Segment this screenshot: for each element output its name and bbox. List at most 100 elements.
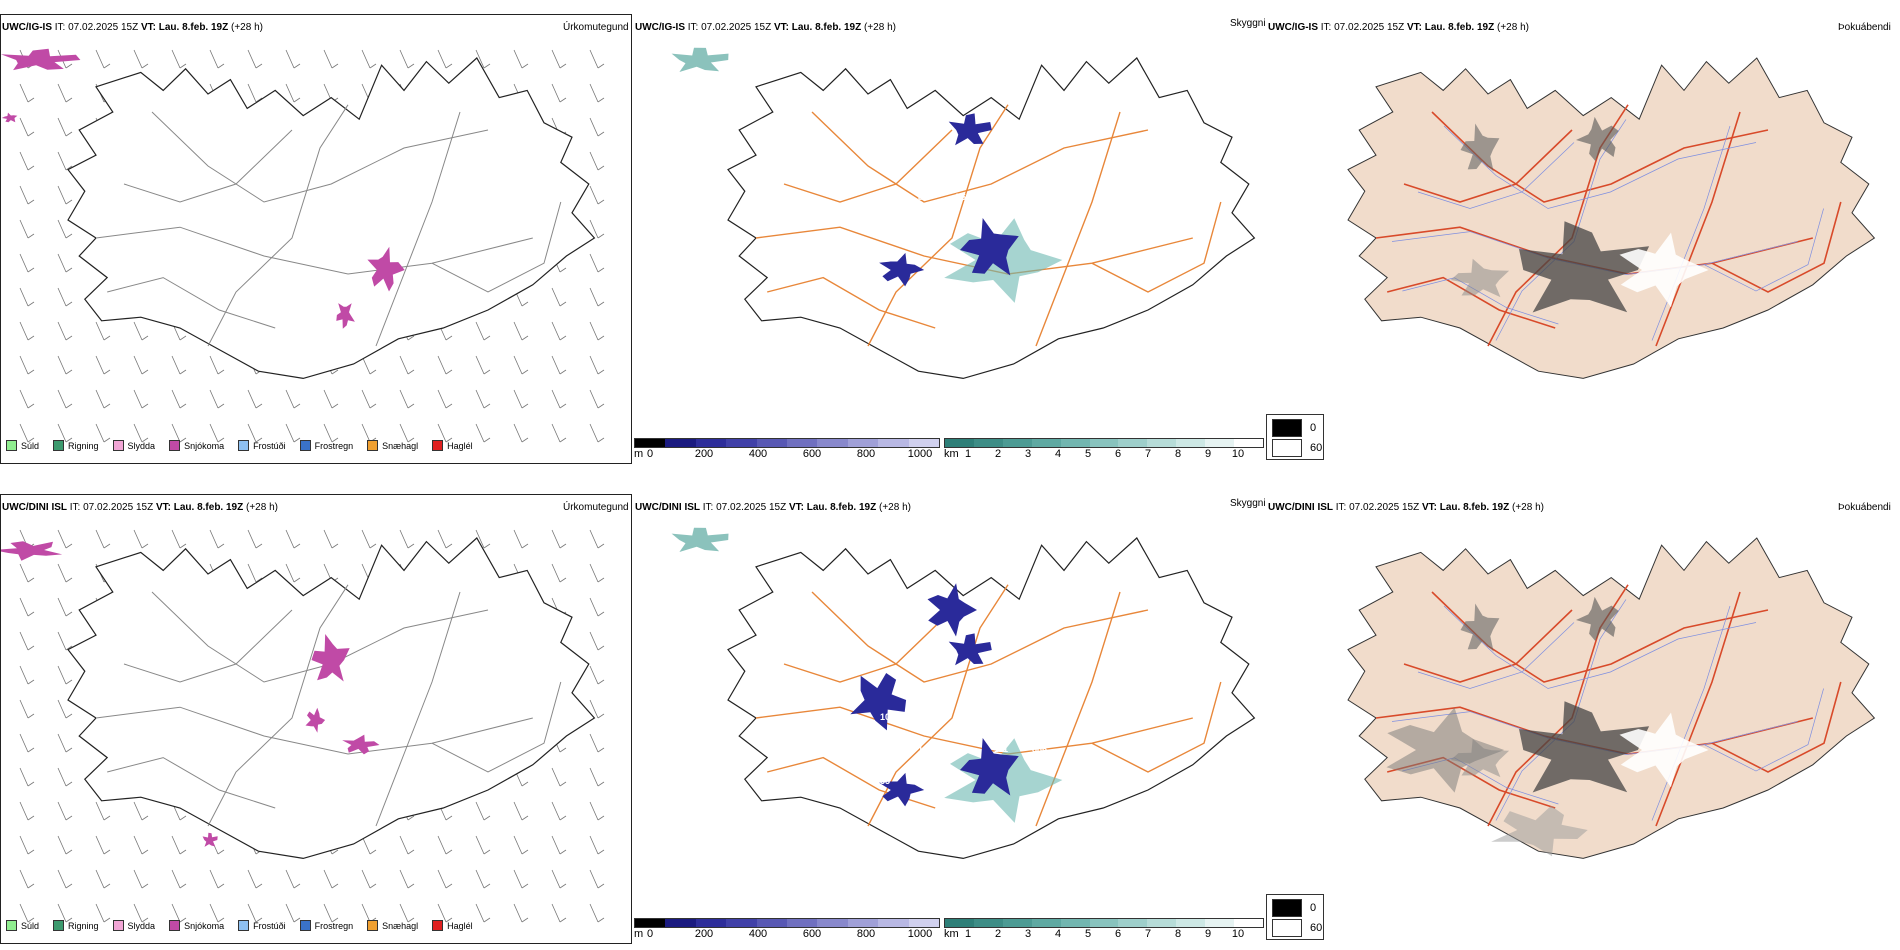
fog-index-title: Þokuábendi (1838, 22, 1891, 33)
legend-label: Rigning (68, 920, 99, 931)
road-network (95, 584, 562, 827)
fog-key-row: 60 (1272, 439, 1322, 457)
iceland-outline (727, 57, 1256, 380)
visibility-unit: km (944, 928, 959, 940)
ceiling-tick: 0 (646, 448, 654, 460)
fog-map-header: UWC/DINI ISL IT: 07.02.2025 15Z VT: Lau.… (1268, 502, 1544, 513)
fog-area (1460, 123, 1500, 172)
ceiling-value-label: 10 (956, 224, 966, 234)
visibility-tick: 2 (994, 928, 1002, 940)
road-network (755, 104, 1222, 347)
lead-time: (+28 h) (1497, 22, 1529, 33)
legend-swatch (367, 920, 379, 931)
legend-label: Haglél (447, 920, 473, 931)
ceiling-value-label: 120 (1032, 712, 1047, 722)
visibility-tick: 5 (1084, 928, 1092, 940)
legend-item: Snjókoma (169, 440, 224, 451)
low-visibility-area (671, 47, 729, 72)
snowfall-area (0, 541, 63, 561)
iceland-outline (1347, 57, 1876, 379)
visibility-tick: 9 (1204, 928, 1212, 940)
ceiling-value-label: 55 (880, 776, 890, 786)
road-network (95, 104, 562, 347)
fog-key-swatch (1272, 439, 1302, 457)
precip-type-title: Úrkomutegund (563, 22, 629, 33)
legend-item: Slydda (112, 440, 155, 451)
visibility-tick: 7 (1144, 928, 1152, 940)
precip-type-title: Úrkomutegund (563, 502, 629, 513)
ceiling-unit: m (634, 448, 644, 460)
visibility-tick: 9 (1204, 448, 1212, 460)
snowfall-area (305, 707, 326, 733)
fog-key-label: 60 (1310, 922, 1323, 934)
legend-item: Snæhagl (367, 920, 418, 931)
ceiling-tick: 400 (748, 928, 768, 940)
low-ceiling-area (879, 772, 925, 807)
visibility-tick: 4 (1054, 928, 1062, 940)
legend-swatch (112, 920, 124, 931)
ceiling-map-header: UWC/IG-IS IT: 07.02.2025 15Z VT: Lau. 8.… (635, 22, 896, 33)
legend-label: Rigning (68, 440, 99, 451)
ceiling-value-label: 93 (994, 712, 1004, 722)
legend-swatch (6, 440, 17, 451)
model-name: UWC/IG-IS (635, 22, 685, 33)
visibility-tick: 1 (964, 448, 972, 460)
legend-item: Frostúði (238, 920, 286, 931)
low-ceiling-area (960, 738, 1019, 796)
legend-item: Haglél (432, 920, 473, 931)
visibility-tick: 8 (1174, 448, 1182, 460)
legend-swatch (432, 440, 444, 451)
visibility-tick: 10 (1231, 928, 1245, 940)
ceiling-colorbar (634, 438, 940, 448)
model-name: UWC/IG-IS (1268, 22, 1318, 33)
model-name: UWC/DINI ISL (635, 502, 700, 513)
legend-swatch (53, 440, 65, 451)
legend-item: Frostregn (299, 440, 353, 451)
precip-type-legend: Súld Rigning Slydda Snjókoma Frostúði Frostre… (6, 440, 473, 451)
row-bottom: 101 91 105 93 120 90 144 12 111 886 55 126 77 UWC/DI… (0, 480, 1900, 950)
low-ceiling-area (850, 673, 907, 731)
fog-area (1576, 116, 1619, 161)
precip-map-header: UWC/DINI ISL IT: 07.02.2025 15Z VT: Lau.… (2, 502, 278, 513)
ceiling-value-label: 105 (956, 712, 971, 722)
legend-swatch (169, 440, 181, 451)
visibility-unit: km (944, 448, 959, 460)
ceiling-value-label: 77 (956, 776, 966, 786)
map-canvas: 99 80 76 90 17 20 12 10 42 4 (0, 47, 1876, 443)
valid-time: VT: Lau. 8.feb. 19Z (773, 22, 862, 33)
ceiling-tick: 200 (694, 928, 714, 940)
ceiling-value-label: 80 (918, 192, 928, 202)
fog-area (1491, 805, 1588, 857)
fog-area (1386, 707, 1505, 793)
fog-area (1450, 258, 1510, 298)
lead-time: (+28 h) (231, 22, 263, 33)
fog-area (1460, 603, 1500, 652)
legend-label: Snjókoma (184, 920, 225, 931)
map-canvas: 101 91 105 93 120 90 144 12 111 886 55 126 77 (0, 527, 1876, 923)
visibility-tick: 10 (1231, 448, 1245, 460)
visibility-colorbar (944, 918, 1264, 928)
visibility-tick: 8 (1174, 928, 1182, 940)
legend-item: Frostúði (238, 440, 286, 451)
ceiling-value-label: 144 (918, 744, 933, 754)
lead-time: (+28 h) (879, 502, 911, 513)
ceiling-value-label: 12 (918, 224, 928, 234)
fog-key-row: 0 (1272, 899, 1316, 917)
legend-item: Frostregn (299, 920, 353, 931)
legend-label: Slydda (127, 920, 156, 931)
init-time: IT: 07.02.2025 15Z (54, 22, 139, 33)
ceiling-tick: 800 (856, 928, 876, 940)
valid-time: VT: Lau. 8.feb. 19Z (1406, 22, 1495, 33)
ceiling-value-label: 99 (880, 192, 890, 202)
ceiling-value-label: 90 (880, 744, 890, 754)
visibility-tick: 7 (1144, 448, 1152, 460)
legend-swatch (238, 440, 250, 451)
fog-free-area (1619, 712, 1709, 788)
model-name: UWC/DINI ISL (1268, 502, 1333, 513)
init-time: IT: 07.02.2025 15Z (1335, 502, 1420, 513)
init-time: IT: 07.02.2025 15Z (702, 502, 787, 513)
legend-swatch (238, 920, 250, 931)
snowfall-area (367, 246, 405, 292)
fog-free-area (1619, 232, 1709, 308)
legend-swatch (53, 920, 65, 931)
